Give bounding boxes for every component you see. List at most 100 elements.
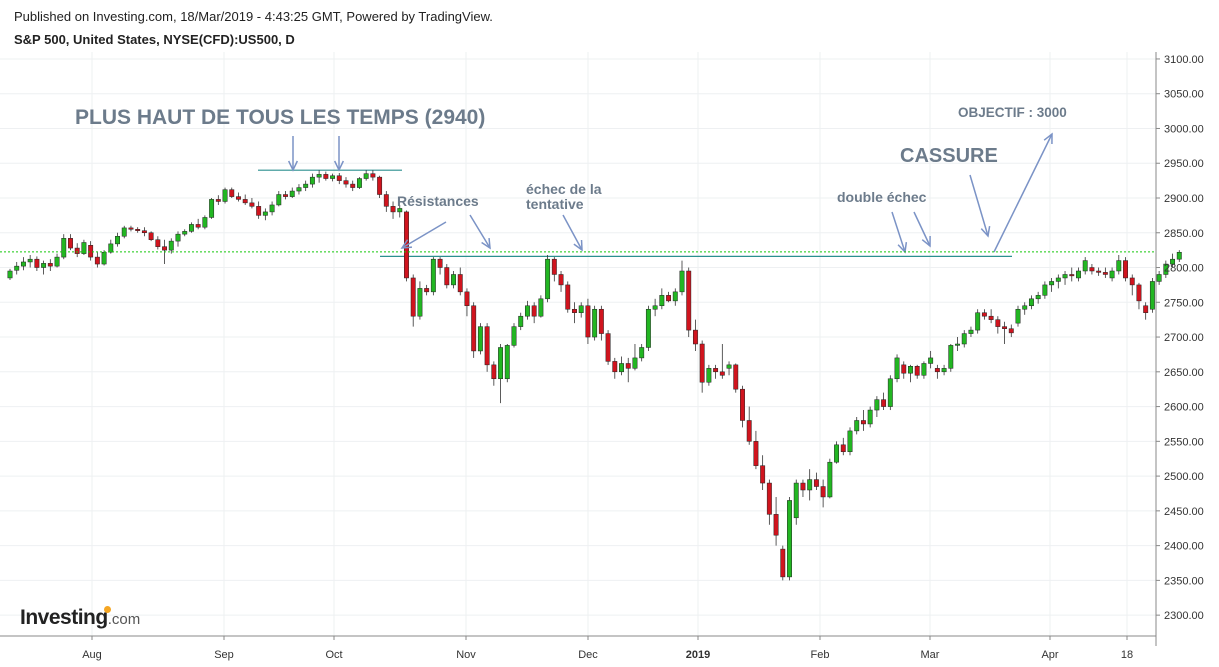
- candle-down: [746, 420, 752, 442]
- candle-up: [330, 175, 336, 179]
- candle-up: [908, 365, 913, 374]
- candle-down: [444, 267, 450, 286]
- candle-down: [128, 227, 134, 230]
- y-tick-label: 2700.00: [1164, 332, 1204, 344]
- candle-down: [256, 206, 262, 216]
- candle-up: [672, 291, 678, 302]
- arrow-head-icon: [287, 160, 299, 172]
- candle-down: [491, 364, 497, 380]
- candle-up: [477, 326, 483, 352]
- y-tick-label: 2350.00: [1164, 575, 1204, 587]
- candle-down: [1129, 277, 1135, 286]
- candle-down: [558, 274, 564, 286]
- logo-dot-icon: [104, 606, 111, 613]
- candle-up: [679, 270, 685, 293]
- grid: [0, 52, 1156, 636]
- candle-up: [1015, 308, 1021, 324]
- x-tick-label: Aug: [82, 649, 102, 661]
- candle-down: [283, 194, 288, 197]
- candle-down: [195, 224, 201, 228]
- candle-up: [276, 194, 282, 206]
- candle-up: [524, 305, 530, 317]
- candle-up: [397, 208, 403, 213]
- candle-up: [619, 363, 624, 373]
- candle-down: [135, 229, 141, 231]
- candle-up: [14, 265, 20, 271]
- candle-up: [269, 204, 275, 213]
- candle-down: [531, 305, 537, 317]
- arrow-icon: [913, 211, 931, 247]
- candle-up: [108, 243, 114, 253]
- candle-up: [975, 312, 981, 331]
- candle-up: [430, 258, 436, 293]
- candle-up: [1116, 260, 1122, 272]
- investing-logo: Investing.com: [20, 606, 140, 630]
- y-tick-label: 3000.00: [1164, 123, 1204, 135]
- candle-up: [955, 343, 960, 346]
- candle-down: [155, 239, 161, 247]
- arrow-icon: [401, 221, 447, 249]
- candle-down: [840, 444, 846, 453]
- candle-up: [41, 263, 47, 268]
- candle-down: [686, 270, 692, 331]
- candle-up: [1149, 281, 1155, 310]
- candle-up: [7, 270, 13, 279]
- candle-up: [504, 345, 510, 380]
- candle-down: [148, 232, 154, 240]
- candle-down: [719, 371, 725, 376]
- y-tick-label: 2500.00: [1164, 471, 1204, 483]
- candle-up: [659, 295, 665, 307]
- candle-down: [1123, 260, 1128, 279]
- candle-down: [740, 388, 745, 421]
- candle-up: [54, 256, 60, 267]
- candle-down: [551, 258, 557, 275]
- candle-down: [1143, 305, 1149, 313]
- candle-up: [867, 409, 873, 425]
- y-tick-label: 2850.00: [1164, 228, 1204, 240]
- arrow-icon: [993, 133, 1053, 253]
- candle-up: [1062, 274, 1068, 279]
- candle-up: [645, 308, 651, 348]
- y-tick-label: 3100.00: [1164, 54, 1204, 66]
- candle-up: [1156, 274, 1162, 282]
- candle-down: [350, 183, 356, 188]
- candle-up: [652, 305, 658, 310]
- candle-up: [182, 231, 188, 235]
- candle-down: [424, 288, 430, 293]
- candle-down: [1008, 328, 1014, 334]
- candle-up: [511, 326, 517, 346]
- y-tick-label: 2550.00: [1164, 436, 1204, 448]
- candle-down: [47, 263, 53, 267]
- candle-up: [928, 357, 934, 364]
- candle-down: [88, 245, 94, 258]
- candle-up: [854, 420, 860, 432]
- candle-up: [222, 189, 228, 202]
- candle-up: [1076, 270, 1081, 279]
- candle-down: [74, 247, 80, 254]
- arrow-head-icon: [400, 239, 413, 249]
- candle-down: [780, 548, 786, 578]
- candle-up: [834, 444, 840, 463]
- candle-up: [1082, 260, 1088, 272]
- candle-down: [692, 329, 698, 345]
- x-tick-label: 18: [1121, 649, 1133, 661]
- candle-up: [188, 224, 194, 232]
- candle-down: [336, 175, 342, 181]
- y-tick-label: 2600.00: [1164, 402, 1204, 414]
- candle-up: [115, 235, 120, 245]
- candle-down: [390, 206, 396, 213]
- annotation-double-echec: double échec: [837, 189, 927, 205]
- x-tick-label: Mar: [921, 649, 940, 661]
- candle-down: [471, 305, 477, 352]
- candle-up: [961, 333, 967, 345]
- candle-down: [800, 482, 806, 491]
- x-tick-label: Feb: [811, 649, 830, 661]
- candle-up: [451, 274, 456, 286]
- candle-down: [457, 274, 463, 293]
- candle-up: [363, 173, 369, 179]
- candle-up: [887, 378, 893, 407]
- candle-up: [20, 261, 26, 267]
- candle-down: [229, 189, 235, 197]
- candle-up: [309, 176, 315, 185]
